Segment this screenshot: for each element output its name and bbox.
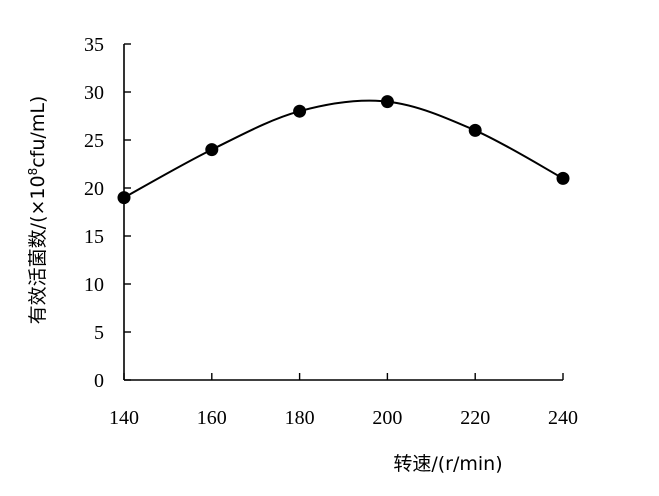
x-tick-label: 220 (460, 407, 490, 429)
y-axis-title: 有效活菌数/(×108cfu/mL) (26, 96, 49, 325)
y-tick-label: 25 (84, 130, 104, 152)
y-axis-title-superscript: 8 (26, 168, 40, 176)
x-tick-label: 180 (285, 407, 315, 429)
y-axis-title-prefix: 有效活菌数/(×10 (27, 175, 49, 324)
x-axis-ticks: 140 160 180 200 220 240 (109, 373, 578, 429)
y-tick-label: 15 (84, 226, 104, 248)
x-tick-label: 140 (109, 407, 139, 429)
x-tick-label: 240 (548, 407, 578, 429)
y-tick-label: 0 (94, 370, 104, 392)
y-tick-label: 20 (84, 178, 104, 200)
data-point (468, 123, 482, 137)
data-point (556, 171, 570, 185)
x-tick-label: 160 (197, 407, 227, 429)
data-point (293, 104, 307, 118)
y-tick-label: 5 (94, 322, 104, 344)
y-tick-label: 35 (84, 34, 104, 56)
trend-curve (123, 99, 564, 199)
y-tick-label: 10 (84, 274, 104, 296)
y-axis-ticks: 0 5 10 15 20 25 30 35 (84, 34, 131, 392)
x-tick-label: 200 (372, 407, 402, 429)
data-point (380, 95, 394, 109)
data-points (117, 95, 570, 205)
data-point (117, 191, 131, 205)
data-point (205, 143, 219, 157)
y-axis-title-suffix: cfu/mL) (27, 96, 49, 168)
x-axis-title: 转速/(r/min) (393, 453, 502, 475)
y-tick-label: 30 (84, 82, 104, 104)
